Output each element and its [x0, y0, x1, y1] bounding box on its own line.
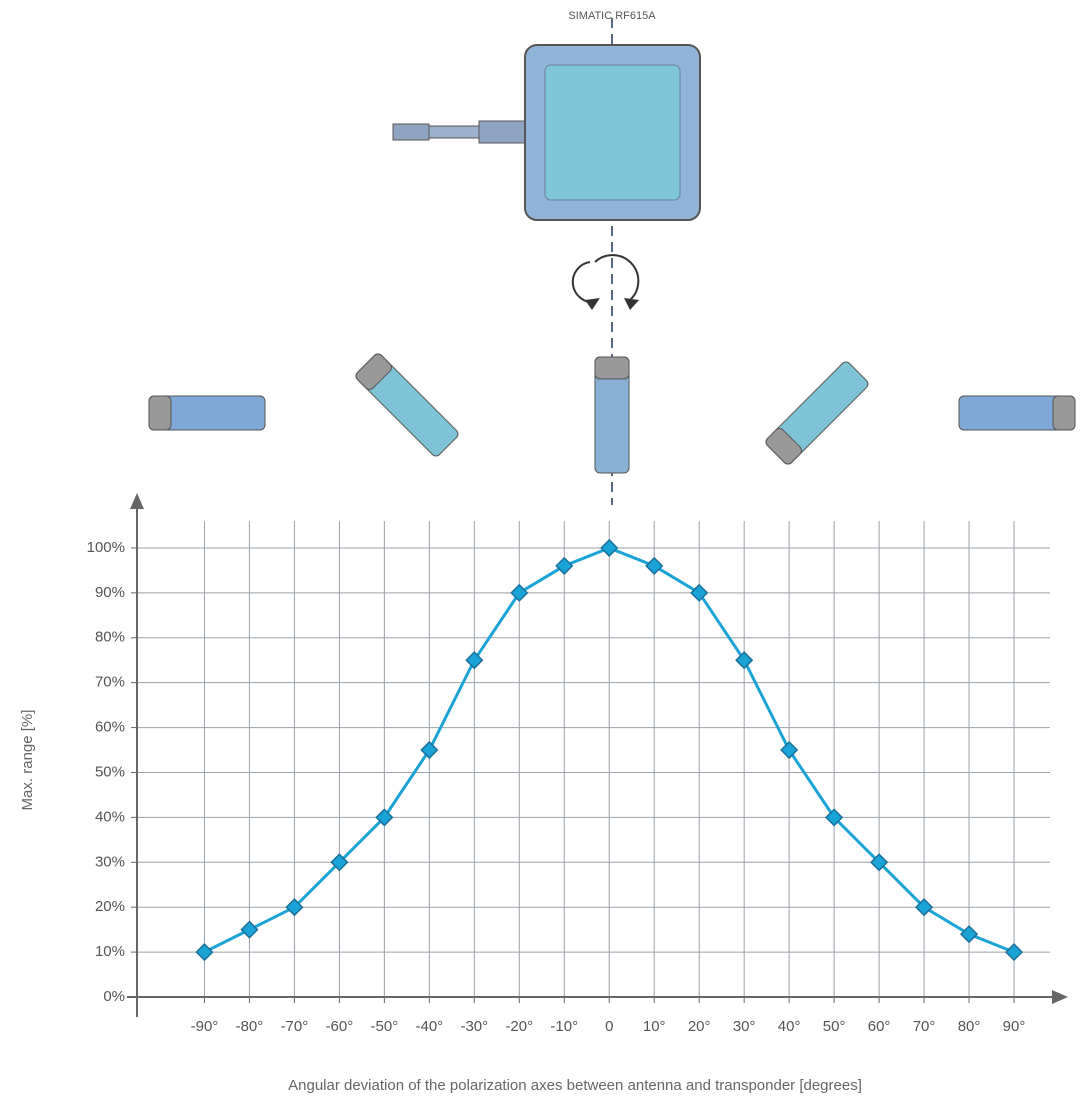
- data-point: [825, 808, 844, 827]
- y-tick-label: 70%: [95, 674, 125, 691]
- x-tick-label: -40°: [415, 1018, 443, 1035]
- rotation-arrow: [571, 261, 597, 304]
- x-tick-label: -70°: [281, 1018, 309, 1035]
- x-tick-label: 20°: [688, 1018, 711, 1035]
- y-tick-label: 10%: [95, 943, 125, 960]
- data-point: [285, 898, 304, 917]
- data-point: [465, 651, 484, 670]
- data-point: [915, 898, 934, 917]
- x-tick-label: 30°: [733, 1018, 756, 1035]
- cable: [428, 125, 480, 139]
- x-tick-label: -20°: [505, 1018, 533, 1035]
- y-tick-label: 80%: [95, 629, 125, 646]
- transponder: [594, 356, 630, 474]
- y-tick-label: 40%: [95, 808, 125, 825]
- data-point: [959, 925, 979, 944]
- x-tick-label: 60°: [868, 1018, 891, 1035]
- y-axis-arrow: [130, 493, 144, 509]
- x-tick-label: 70°: [913, 1018, 936, 1035]
- data-point: [195, 943, 214, 962]
- x-tick-label: -60°: [326, 1018, 354, 1035]
- rotation-arrow: [594, 254, 640, 301]
- y-tick-label: 60%: [95, 719, 125, 736]
- y-tick-label: 0%: [103, 988, 125, 1005]
- reader-face: [544, 64, 681, 201]
- x-tick-label: 50°: [823, 1018, 846, 1035]
- transponder: [148, 395, 266, 431]
- arrow-head: [585, 298, 600, 310]
- data-point: [330, 853, 349, 872]
- data-point: [645, 556, 664, 575]
- x-tick-label: -30°: [460, 1018, 488, 1035]
- data-point: [375, 808, 394, 827]
- x-tick-label: 80°: [958, 1018, 981, 1035]
- x-tick-label: -90°: [191, 1018, 219, 1035]
- device-label: SIMATIC RF615A: [568, 10, 656, 22]
- x-tick-label: 40°: [778, 1018, 801, 1035]
- x-tick-label: 0: [605, 1018, 613, 1035]
- x-tick-label: 90°: [1003, 1018, 1026, 1035]
- diagram: [148, 18, 1076, 505]
- y-tick-label: 50%: [95, 763, 125, 780]
- data-point: [510, 583, 529, 602]
- y-tick-label: 100%: [87, 539, 125, 556]
- arrow-head: [624, 298, 639, 310]
- data-point: [1004, 943, 1024, 962]
- cable-connector: [478, 120, 526, 144]
- x-tick-label: -10°: [550, 1018, 578, 1035]
- y-tick-label: 20%: [95, 898, 125, 915]
- x-axis-arrow: [1052, 990, 1068, 1004]
- x-tick-label: -80°: [236, 1018, 264, 1035]
- y-tick-label: 30%: [95, 853, 125, 870]
- data-point: [735, 651, 754, 670]
- data-point: [555, 556, 574, 575]
- data-point: [240, 920, 259, 939]
- transponder: [765, 361, 869, 465]
- transponder: [355, 353, 459, 457]
- data-point: [420, 740, 439, 760]
- y-tick-label: 90%: [95, 584, 125, 601]
- data-point: [780, 740, 799, 760]
- x-axis-label: Angular deviation of the polarization ax…: [288, 1077, 862, 1094]
- x-tick-label: -50°: [371, 1018, 399, 1035]
- data-point: [870, 853, 889, 872]
- data-point: [690, 583, 709, 602]
- cable-plug: [392, 123, 430, 141]
- transponder: [958, 395, 1076, 431]
- data-point: [600, 538, 619, 558]
- y-axis-label: Max. range [%]: [19, 710, 36, 811]
- x-tick-label: 10°: [643, 1018, 666, 1035]
